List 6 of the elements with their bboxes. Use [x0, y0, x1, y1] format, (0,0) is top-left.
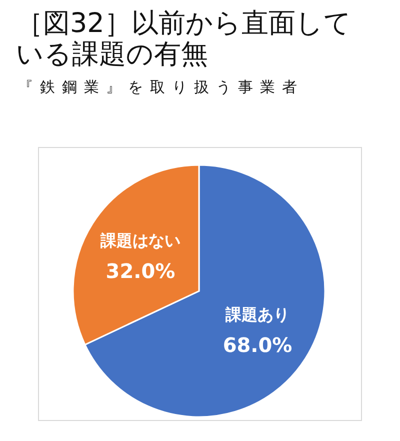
data-label: 68.0%	[222, 333, 292, 358]
data-label: 32.0%	[106, 258, 176, 283]
slice-label: 課題はない	[99, 230, 180, 250]
chart-subtitle: 『鉄鋼業』を取り扱う事業者	[18, 78, 305, 97]
slice-label: 課題あり	[224, 305, 290, 324]
chart-title: ［図32］以前から直面している課題の有無	[16, 8, 352, 70]
